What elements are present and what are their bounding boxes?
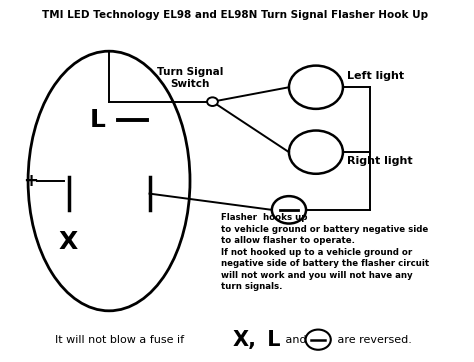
Text: Turn Signal
Switch: Turn Signal Switch xyxy=(157,67,223,89)
Text: L: L xyxy=(90,108,106,132)
Text: Flasher  hooks up
to vehicle ground or battery negative side
to allow flasher to: Flasher hooks up to vehicle ground or ba… xyxy=(221,214,429,291)
Text: Right light: Right light xyxy=(347,156,413,166)
Text: TMI LED Technology EL98 and EL98N Turn Signal Flasher Hook Up: TMI LED Technology EL98 and EL98N Turn S… xyxy=(42,10,428,20)
Text: +: + xyxy=(24,172,38,190)
Text: are reversed.: are reversed. xyxy=(334,334,412,345)
Text: Left light: Left light xyxy=(347,71,404,81)
Circle shape xyxy=(207,97,218,106)
Text: and: and xyxy=(282,334,310,345)
Text: X: X xyxy=(59,230,78,254)
Text: L: L xyxy=(260,330,280,350)
Text: It will not blow a fuse if: It will not blow a fuse if xyxy=(55,334,188,345)
Text: X,: X, xyxy=(233,330,257,350)
